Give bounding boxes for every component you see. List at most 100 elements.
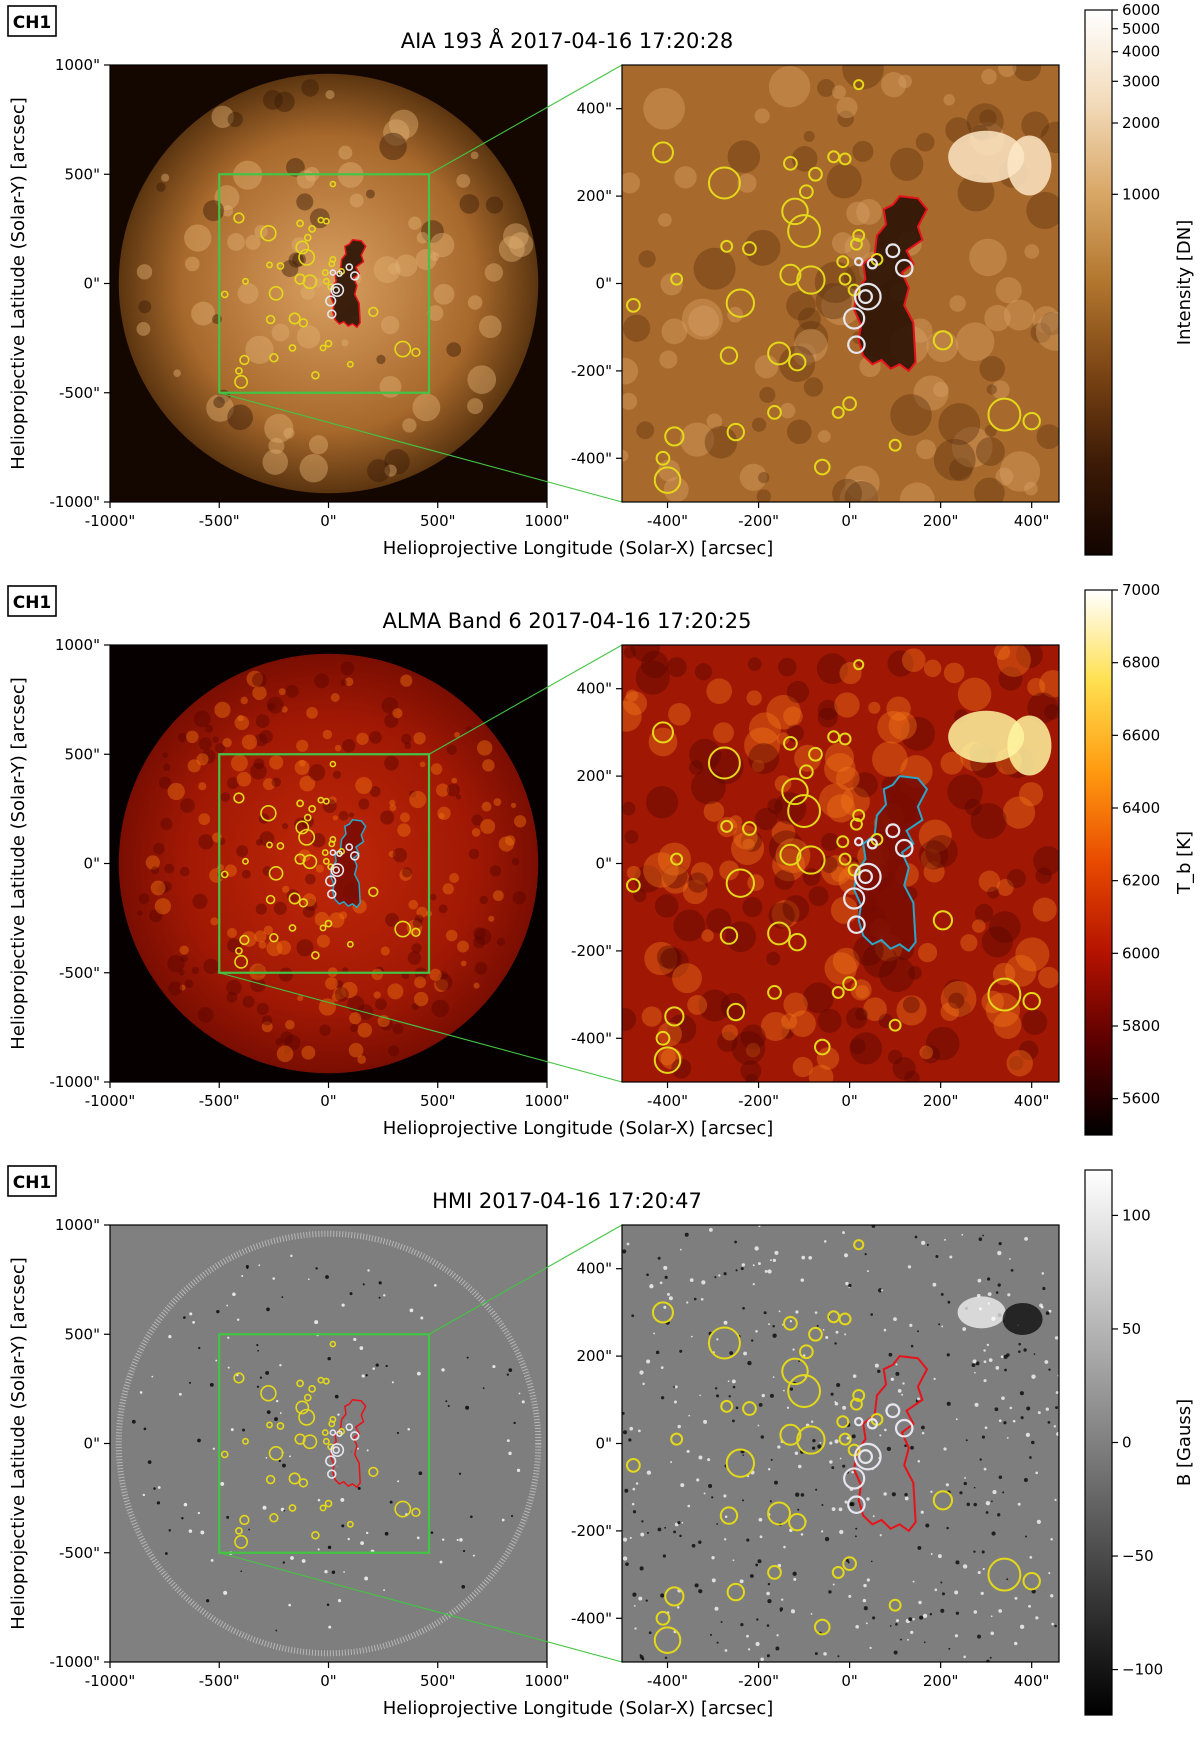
bright-point-circle bbox=[294, 1433, 306, 1445]
ch-bright-point-circle bbox=[843, 887, 866, 910]
bright-point-circle bbox=[787, 1374, 822, 1408]
ch-bright-point-circle bbox=[858, 869, 874, 885]
bright-point-circle bbox=[220, 1450, 229, 1459]
full-x-tick-label: 500" bbox=[420, 1672, 456, 1690]
bright-point-circle bbox=[311, 950, 320, 960]
full-y-tick-label: 1000" bbox=[55, 1216, 100, 1234]
bright-point-circle bbox=[295, 240, 310, 255]
y-axis-label: Helioprojective Latitude (Solar-Y) [arcs… bbox=[8, 1257, 29, 1630]
zoom-y-tick-label: 400" bbox=[576, 100, 612, 118]
zoom-texture bbox=[622, 1225, 1059, 1662]
bright-point-circle bbox=[798, 764, 814, 780]
ch-bright-point-circle bbox=[336, 850, 343, 857]
colorbar-tick-label: 1000 bbox=[1122, 185, 1160, 203]
bright-point-circle bbox=[725, 288, 756, 318]
colorbar bbox=[1084, 9, 1113, 556]
ch-bright-point-circle bbox=[329, 849, 337, 856]
coronal-hole-fill-zoom bbox=[854, 196, 927, 371]
zoom-y-tick-label: 0" bbox=[596, 275, 612, 293]
colorbar-tick-label: 6000 bbox=[1122, 944, 1160, 962]
zoom-region-box bbox=[218, 173, 431, 394]
bright-point-circle bbox=[319, 344, 327, 352]
bright-point-circle bbox=[651, 141, 674, 164]
bright-point-circle bbox=[276, 262, 285, 270]
ch-bright-point-circle bbox=[853, 836, 864, 847]
bright-point-circle bbox=[655, 1610, 671, 1626]
colorbar-tick-label: 7000 bbox=[1122, 581, 1160, 599]
bright-point-circle bbox=[664, 1586, 685, 1607]
coronal-hole-fill bbox=[330, 819, 366, 908]
bright-point-circle bbox=[233, 792, 245, 804]
ch-bright-point-circle bbox=[885, 243, 901, 259]
full-y-tick-label: 500" bbox=[64, 165, 100, 183]
full-disk-image bbox=[110, 1225, 547, 1662]
bright-point-circle bbox=[329, 1340, 337, 1348]
bright-point-circle bbox=[626, 877, 641, 893]
bright-point-circle bbox=[329, 760, 337, 768]
bright-point-circle bbox=[319, 1504, 327, 1512]
zoom-connector-bottom bbox=[219, 1552, 623, 1663]
full-x-tick-label: 0" bbox=[320, 1092, 336, 1110]
bright-point-circle bbox=[235, 947, 243, 955]
bright-point-circle bbox=[298, 898, 309, 908]
full-y-tick-label: 500" bbox=[64, 745, 100, 763]
bright-point-circle bbox=[888, 1598, 902, 1612]
bright-point-circle bbox=[670, 272, 684, 286]
ch-bright-point-circle bbox=[330, 863, 345, 877]
zoom-x-tick-label: -400" bbox=[647, 512, 688, 530]
bright-point-circle bbox=[269, 353, 279, 363]
bright-point-circle bbox=[321, 1429, 329, 1436]
zoom-x-tick-label: 400" bbox=[1014, 512, 1050, 530]
zoom-y-tick-label: -200" bbox=[571, 1522, 612, 1540]
bright-point-circle bbox=[707, 166, 741, 200]
ch1-tag-label: CH1 bbox=[13, 13, 52, 33]
full-x-tick-label: 1000" bbox=[524, 1092, 569, 1110]
colorbar-tick-label: 0 bbox=[1122, 1434, 1132, 1452]
ch-bright-point-circle bbox=[349, 851, 360, 861]
zoom-y-tick-label: 200" bbox=[576, 1347, 612, 1365]
zoom-y-tick-label: 0" bbox=[596, 1435, 612, 1453]
bright-point-circle bbox=[814, 1038, 831, 1056]
bright-point-circle bbox=[295, 820, 310, 835]
bright-point-circle bbox=[288, 344, 297, 352]
bright-point-circle bbox=[838, 732, 852, 746]
ch-bright-point-circle bbox=[894, 258, 914, 278]
bright-point-circle bbox=[242, 277, 249, 285]
bright-point-circle bbox=[346, 940, 354, 948]
zoom-texture bbox=[622, 645, 1059, 1082]
zoom-y-tick-label: 0" bbox=[596, 855, 612, 873]
zoom-x-tick-label: 0" bbox=[841, 1092, 857, 1110]
ch-bright-point-circle bbox=[885, 1403, 901, 1419]
zoom-y-tick-label: -400" bbox=[571, 1029, 612, 1047]
coronal-hole-fill-zoom bbox=[854, 776, 927, 951]
ch1-tag: CH1 bbox=[7, 585, 57, 617]
bright-point-circle bbox=[670, 1432, 684, 1446]
bright-point-circle bbox=[838, 1312, 852, 1326]
full-y-tick-label: -1000" bbox=[50, 493, 101, 511]
bright-point-circle bbox=[852, 808, 866, 822]
coronal-hole-contour bbox=[329, 239, 367, 329]
bright-point-circle bbox=[932, 1490, 954, 1511]
ch-bright-point-circle bbox=[894, 838, 914, 858]
bright-point-circle bbox=[321, 269, 329, 276]
full-y-tick-label: -500" bbox=[59, 964, 100, 982]
bright-point-circle bbox=[233, 1372, 245, 1384]
bright-point-circle bbox=[303, 813, 312, 822]
colorbar-tick-label: 5600 bbox=[1122, 1090, 1160, 1108]
x-axis-label: Helioprojective Longitude (Solar-X) [arc… bbox=[383, 1698, 774, 1719]
zoom-image bbox=[622, 645, 1059, 1082]
colorbar-tick-label: −50 bbox=[1122, 1547, 1154, 1565]
bright-point-circle bbox=[368, 1466, 379, 1478]
bright-point-circle bbox=[322, 1377, 330, 1385]
ch-bright-point-circle bbox=[853, 1416, 864, 1427]
zoom-connector-bottom bbox=[219, 972, 623, 1083]
bright-point-circle bbox=[725, 1448, 756, 1478]
full-x-tick-label: -500" bbox=[199, 512, 240, 530]
bright-point-circle bbox=[779, 843, 802, 866]
colorbar-tick-label: 5800 bbox=[1122, 1017, 1160, 1035]
bright-point-circle bbox=[788, 352, 807, 372]
bright-point-circle bbox=[269, 933, 279, 943]
colorbar-tick-label: 6400 bbox=[1122, 799, 1160, 817]
full-x-tick-label: -1000" bbox=[85, 1672, 136, 1690]
bright-point-circle bbox=[266, 261, 273, 269]
